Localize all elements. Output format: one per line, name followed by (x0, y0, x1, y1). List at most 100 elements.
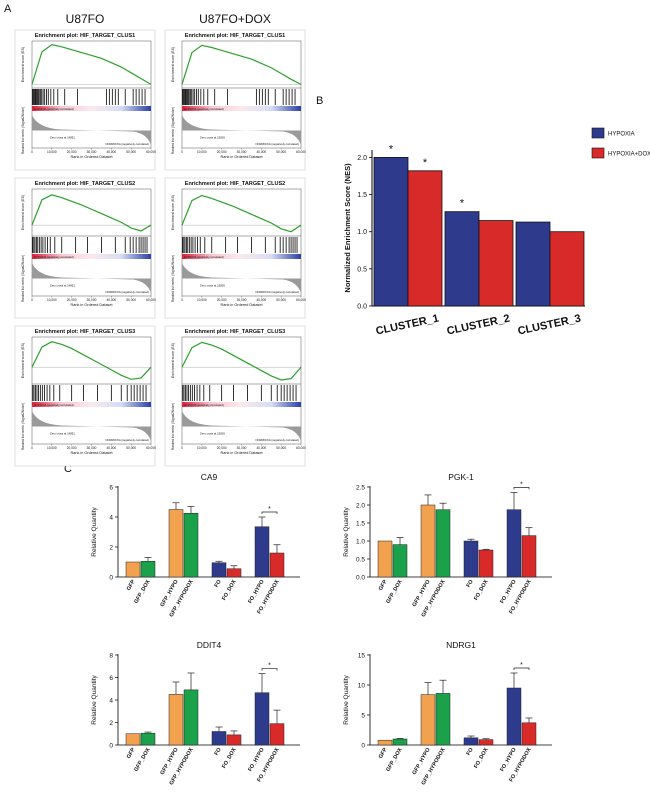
x-tick-label: 0 (181, 446, 183, 450)
bar (478, 739, 494, 746)
plot-frame (164, 177, 306, 319)
y-tick-label: 8 (109, 652, 113, 659)
y-tick-label: 2 (109, 544, 113, 551)
x-tick-label: 40,000 (256, 446, 266, 450)
x-tick-label: 50,000 (276, 446, 286, 450)
y-tick-label: 2 (109, 720, 113, 727)
x-label: Rank in Ordered Dataset (221, 155, 264, 159)
y-tick-label: 0.5 (356, 556, 365, 563)
x-tick-label: 10,000 (47, 446, 57, 450)
column-title: U87FO+DOX (199, 12, 271, 26)
bar (478, 220, 514, 307)
positive-label: HYPOXIA (positively correlated) (34, 255, 74, 259)
metric-shape (182, 115, 301, 145)
chart-title: Enrichment plot: HIF_TARGET_CLUS2 (35, 181, 135, 187)
bar (506, 687, 522, 746)
chart-title: Enrichment plot: HIF_TARGET_CLUS1 (185, 33, 285, 39)
legend-swatch (591, 147, 605, 159)
significance-bracket (261, 511, 278, 514)
y-label-2: Ranked list metric (Signal2Noise) (171, 255, 175, 302)
y-tick-label: 6 (109, 675, 113, 682)
x-tick-label: GFP (378, 579, 389, 592)
y-label: Relative Quantity (343, 675, 350, 725)
bar (420, 694, 436, 746)
y-tick-label: 2.5 (356, 484, 365, 491)
y-tick-label: 1.5 (356, 520, 365, 527)
x-tick-label: 30,000 (87, 298, 97, 302)
x-label: Rank in Ordered Dataset (221, 451, 264, 455)
bar (125, 561, 141, 578)
x-label: Rank in Ordered Dataset (71, 303, 114, 307)
y-label: Relative Quantity (343, 507, 350, 557)
x-tick-label: GFP (378, 747, 389, 760)
significance-bracket (513, 667, 530, 670)
bar (125, 733, 141, 746)
metric-shape (32, 411, 151, 441)
x-tick-label: 60,000 (146, 298, 156, 302)
y-tick-label: 15 (358, 652, 366, 659)
x-tick-label: 60,000 (146, 446, 156, 450)
metric-band (182, 254, 301, 259)
bar (435, 509, 451, 578)
x-tick-label: 20,000 (217, 446, 227, 450)
bar (377, 739, 393, 746)
x-tick-label: 40,000 (106, 446, 116, 450)
bar (168, 509, 184, 578)
bar (211, 562, 227, 578)
x-tick-label: 30,000 (87, 446, 97, 450)
zero-cross: Zero cross at 15826 (200, 136, 225, 140)
x-tick-label: 10,000 (197, 298, 207, 302)
bar (211, 731, 227, 746)
x-tick-label: 40,000 (106, 298, 116, 302)
significance: * (268, 663, 271, 670)
bar (420, 504, 436, 578)
es-curve (31, 194, 152, 232)
significance: * (389, 143, 394, 155)
metric-shape (182, 263, 301, 293)
x-tick-label: 30,000 (237, 150, 247, 154)
y-tick-label: 0 (109, 742, 113, 749)
x-label: Rank in Ordered Dataset (71, 451, 114, 455)
positive-label: HYPOXIA (positively correlated) (184, 403, 224, 407)
bar (140, 732, 156, 746)
x-tick-label: 30,000 (237, 298, 247, 302)
y-tick-label: 2.0 (356, 502, 365, 509)
y-label: Enrichment score (ES) (21, 195, 25, 230)
x-tick-label: 20,000 (217, 298, 227, 302)
metric-band (182, 402, 301, 407)
chart-title: Enrichment plot: HIF_TARGET_CLUS3 (185, 329, 285, 335)
significance: * (268, 506, 271, 513)
y-label: Enrichment score (ES) (171, 195, 175, 230)
y-tick-label: 0 (361, 742, 365, 749)
significance: * (423, 157, 428, 169)
y-tick-label: 1.5 (357, 192, 367, 199)
legend-label: HYPOXIA (608, 132, 635, 138)
x-tick-label: 10,000 (47, 150, 57, 154)
bar (506, 509, 522, 578)
es-curve (31, 43, 152, 85)
metric-shape (32, 263, 151, 293)
x-tick-label: 20,000 (67, 150, 77, 154)
y-label-2: Ranked list metric (Signal2Noise) (21, 403, 25, 450)
positive-label: HYPOXIA (positively correlated) (184, 255, 224, 259)
positive-label: HYPOXIA (positively correlated) (34, 107, 74, 111)
x-tick-label: 0 (31, 298, 33, 302)
negative-label: NORMOXIA (negatively correlated) (105, 290, 149, 294)
bar (407, 170, 443, 307)
x-tick-label: 0 (31, 150, 33, 154)
bar (254, 692, 270, 746)
x-tick-label: 40,000 (256, 150, 266, 154)
zero-cross: Zero cross at 14851 (50, 432, 75, 436)
bar (463, 540, 479, 578)
es-curve (181, 44, 302, 85)
bar (515, 221, 551, 307)
bar (463, 737, 479, 746)
x-tick-label: 60,000 (296, 446, 306, 450)
x-tick-label: 50,000 (126, 150, 136, 154)
legend-label: HYPOXIA+DOX (608, 152, 650, 158)
x-tick-label: 40,000 (256, 298, 266, 302)
bar (269, 723, 285, 746)
chart-title: Enrichment plot: HIF_TARGET_CLUS3 (35, 329, 135, 335)
bar (226, 568, 242, 578)
